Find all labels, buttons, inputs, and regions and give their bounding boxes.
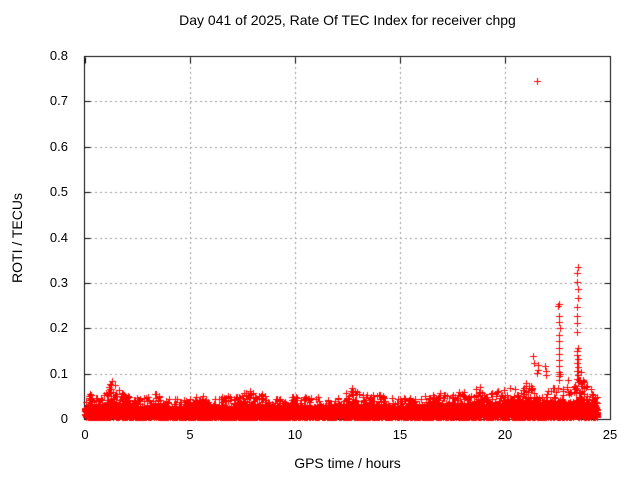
x-tick-label: 5 xyxy=(186,427,194,442)
y-tick-label: 0 xyxy=(60,411,68,426)
y-tick-label: 0.1 xyxy=(49,366,68,381)
y-tick-label: 0.4 xyxy=(49,230,68,245)
x-tick-label: 15 xyxy=(392,427,408,442)
y-tick-label: 0.6 xyxy=(49,139,68,154)
y-tick-label: 0.7 xyxy=(49,93,68,108)
x-axis-label: GPS time / hours xyxy=(294,455,401,471)
x-tick-label: 10 xyxy=(287,427,303,442)
x-tick-label: 0 xyxy=(81,427,89,442)
y-tick-label: 0.8 xyxy=(49,48,68,63)
x-tick-label: 25 xyxy=(602,427,618,442)
x-tick-label: 20 xyxy=(497,427,513,442)
y-axis-label: ROTI / TECUs xyxy=(9,193,25,283)
y-tick-label: 0.3 xyxy=(49,275,68,290)
y-tick-label: 0.2 xyxy=(49,320,68,335)
y-tick-label: 0.5 xyxy=(49,184,68,199)
chart-title: Day 041 of 2025, Rate Of TEC Index for r… xyxy=(179,12,516,28)
